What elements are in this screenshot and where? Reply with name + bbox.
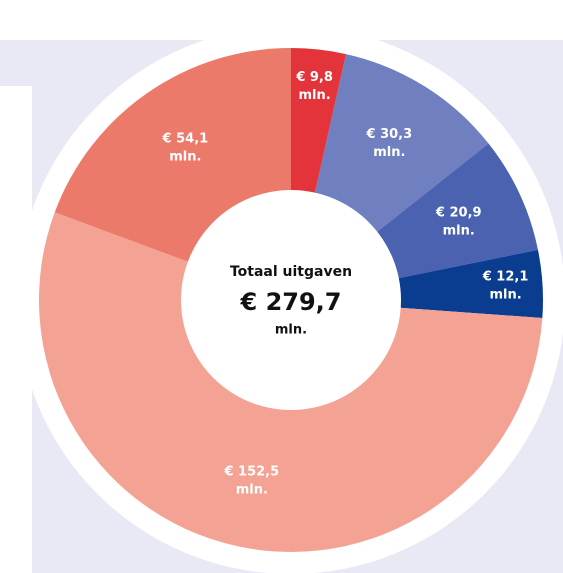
value-label: € 30,3 (366, 127, 413, 142)
unit-label: mln. (169, 150, 201, 165)
center-total: € 279,7 (240, 288, 342, 316)
unit-label: mln. (236, 482, 268, 497)
center-title: Totaal uitgaven (230, 264, 352, 280)
value-label: € 152,5 (223, 464, 279, 479)
unit-label: mln. (489, 288, 521, 303)
center-unit: mln. (275, 323, 307, 338)
value-label: € 20,9 (435, 205, 482, 220)
value-label: € 12,1 (482, 270, 529, 285)
value-label: € 54,1 (162, 132, 209, 147)
donut-hole (181, 190, 401, 410)
unit-label: mln. (373, 145, 405, 160)
unit-label: mln. (299, 88, 331, 103)
unit-label: mln. (443, 223, 475, 238)
value-label: € 9,8 (295, 70, 333, 85)
